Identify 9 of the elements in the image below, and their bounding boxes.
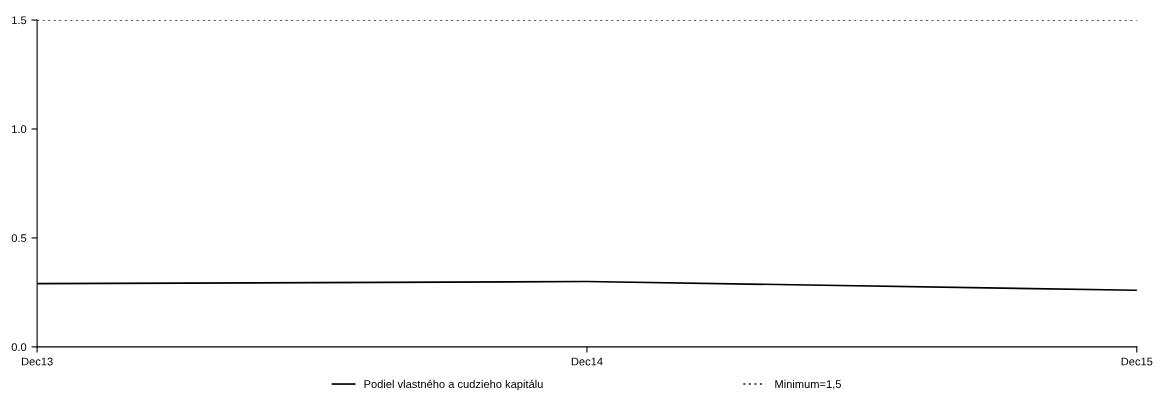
x-tick-label: Dec14 (571, 357, 603, 366)
y-tick-label: 0.5 (11, 234, 27, 243)
y-tick-label: 0.0 (11, 343, 27, 351)
x-tick-label: Dec13 (21, 357, 53, 366)
legend-label: Minimum=1,5 (775, 379, 841, 390)
x-tick-label: Dec15 (1121, 357, 1153, 366)
y-tick-label: 1.0 (12, 125, 27, 134)
legend-label: Podiel vlastného a cudzieho kapitálu (364, 379, 543, 391)
y-tick-label: 1.5 (12, 16, 27, 25)
